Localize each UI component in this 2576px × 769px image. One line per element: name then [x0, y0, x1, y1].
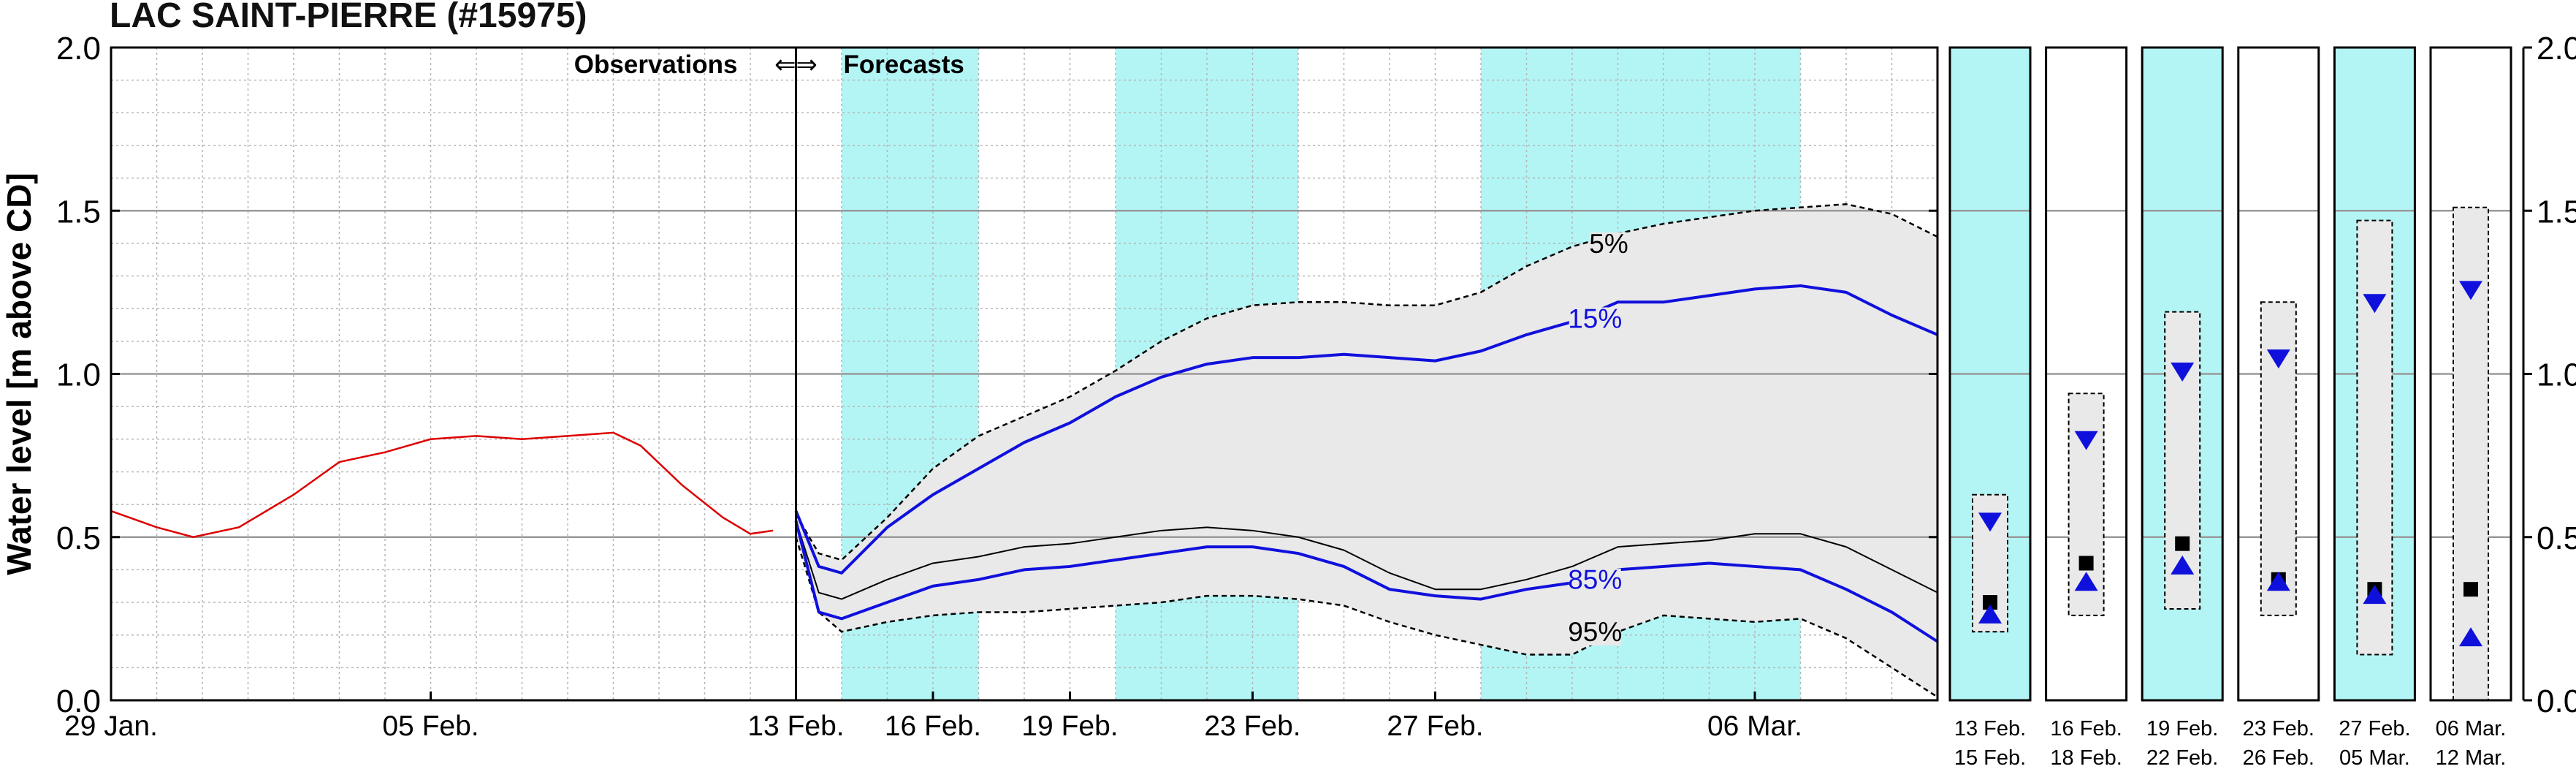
- envelope-lower-95pct-line: [795, 537, 1938, 698]
- x-tick-label: 19 Feb.: [1021, 711, 1118, 742]
- y-tick-label: 0.0: [56, 683, 101, 719]
- panel-min-marker: [2363, 585, 2387, 605]
- weekly-panel: 27 Feb. 05 Mar.: [2333, 46, 2416, 769]
- weekly-panel: 19 Feb. 22 Feb.: [2141, 46, 2224, 769]
- x-tick-label: 06 Mar.: [1707, 711, 1802, 742]
- envelope-upper-5pct-line: [795, 203, 1938, 561]
- curve-label: 85%: [1568, 565, 1622, 595]
- y-tick-label: 1.0: [56, 357, 101, 393]
- series-line: [794, 520, 1939, 643]
- right-y-tick-label: 0.0: [2537, 683, 2576, 719]
- panel-min-marker: [1978, 604, 2002, 624]
- panel-mean-marker: [1983, 595, 1997, 610]
- panel-max-marker: [2171, 363, 2195, 382]
- panel-label-start: 27 Feb.: [2339, 717, 2410, 740]
- panel-frame: [2333, 46, 2416, 702]
- panel-label-start: 19 Feb.: [2146, 717, 2218, 740]
- y-tick-label: 2.0: [56, 31, 101, 67]
- panel-max-marker: [2074, 431, 2098, 450]
- weekly-panel: 16 Feb. 18 Feb.: [2045, 46, 2128, 769]
- x-tick-label: 13 Feb.: [747, 711, 844, 742]
- x-tick-label: 29 Jan.: [64, 711, 158, 742]
- panel-max-marker: [1978, 512, 2002, 532]
- observation-line: [110, 431, 774, 539]
- panel-max-marker: [2363, 294, 2387, 314]
- curve-label-bg: [1569, 568, 1621, 594]
- panel-max-marker: [2266, 349, 2290, 369]
- panel-label-end: 26 Feb.: [2243, 746, 2314, 769]
- panel-min-marker: [2459, 627, 2482, 647]
- curve-label-bg: [1590, 232, 1627, 257]
- panel-range-box: [2260, 301, 2297, 616]
- curve-label-bg: [1569, 621, 1621, 646]
- curve-label-bg: [1569, 307, 1621, 333]
- panel-label-start: 13 Feb.: [1954, 717, 2026, 740]
- right-y-tick-label: 1.5: [2537, 194, 2576, 230]
- weekly-panel: 23 Feb. 26 Feb.: [2237, 46, 2320, 769]
- series-line: [794, 284, 1938, 575]
- panel-label-start: 16 Feb.: [2050, 717, 2122, 740]
- panel-mean-marker: [2175, 536, 2190, 551]
- x-tick-label: 05 Feb.: [382, 711, 479, 742]
- panel-min-marker: [2171, 555, 2195, 575]
- curve-label: 15%: [1568, 304, 1622, 334]
- panel-label-start: 23 Feb.: [2243, 717, 2314, 740]
- x-tick-label: 16 Feb.: [885, 711, 981, 742]
- curve-label: 5%: [1589, 229, 1628, 259]
- panel-label-end: 18 Feb.: [2050, 746, 2122, 769]
- y-tick-label: 1.5: [56, 194, 101, 230]
- series-line: [795, 520, 1938, 600]
- weekly-panel: 13 Feb. 15 Feb.: [1948, 46, 2032, 769]
- y-tick-label: 0.5: [56, 520, 101, 556]
- weekly-panel: 06 Mar. 12 Mar.: [2429, 46, 2512, 769]
- panel-label-end: 05 Mar.: [2339, 746, 2410, 769]
- panel-min-marker: [2266, 572, 2290, 591]
- curve-label: 95%: [1568, 617, 1622, 647]
- panel-min-marker: [2074, 572, 2098, 591]
- panel-frame: [2237, 46, 2320, 702]
- panel-max-marker: [2459, 281, 2482, 300]
- panel-label-end: 22 Feb.: [2146, 746, 2218, 769]
- right-y-tick-label: 0.5: [2537, 520, 2576, 556]
- panel-frame: [1948, 46, 2032, 702]
- panel-frame: [2429, 46, 2512, 702]
- right-y-tick-label: 2.0: [2537, 31, 2576, 67]
- panel-frame: [2141, 46, 2224, 702]
- right-y-tick-label: 1.0: [2537, 357, 2576, 393]
- panel-label-end: 15 Feb.: [1954, 746, 2026, 769]
- panel-mean-marker: [2463, 582, 2478, 597]
- forecasts-label: Forecasts: [844, 50, 964, 79]
- observations-label: Observations: [574, 50, 738, 79]
- y-axis-label: Water level [m above CD]: [0, 173, 38, 575]
- panel-frame: [2045, 46, 2128, 702]
- panel-label-end: 12 Mar.: [2436, 746, 2507, 769]
- panel-mean-marker: [2078, 556, 2094, 571]
- forecast-envelope: [796, 204, 1937, 697]
- x-tick-label: 23 Feb.: [1204, 711, 1300, 742]
- chart-title: LAC SAINT-PIERRE (#15975): [110, 0, 587, 35]
- panel-label-start: 06 Mar.: [2436, 717, 2507, 740]
- x-tick-label: 27 Feb.: [1387, 711, 1483, 742]
- divider-arrows: ⇐⇒: [774, 50, 818, 79]
